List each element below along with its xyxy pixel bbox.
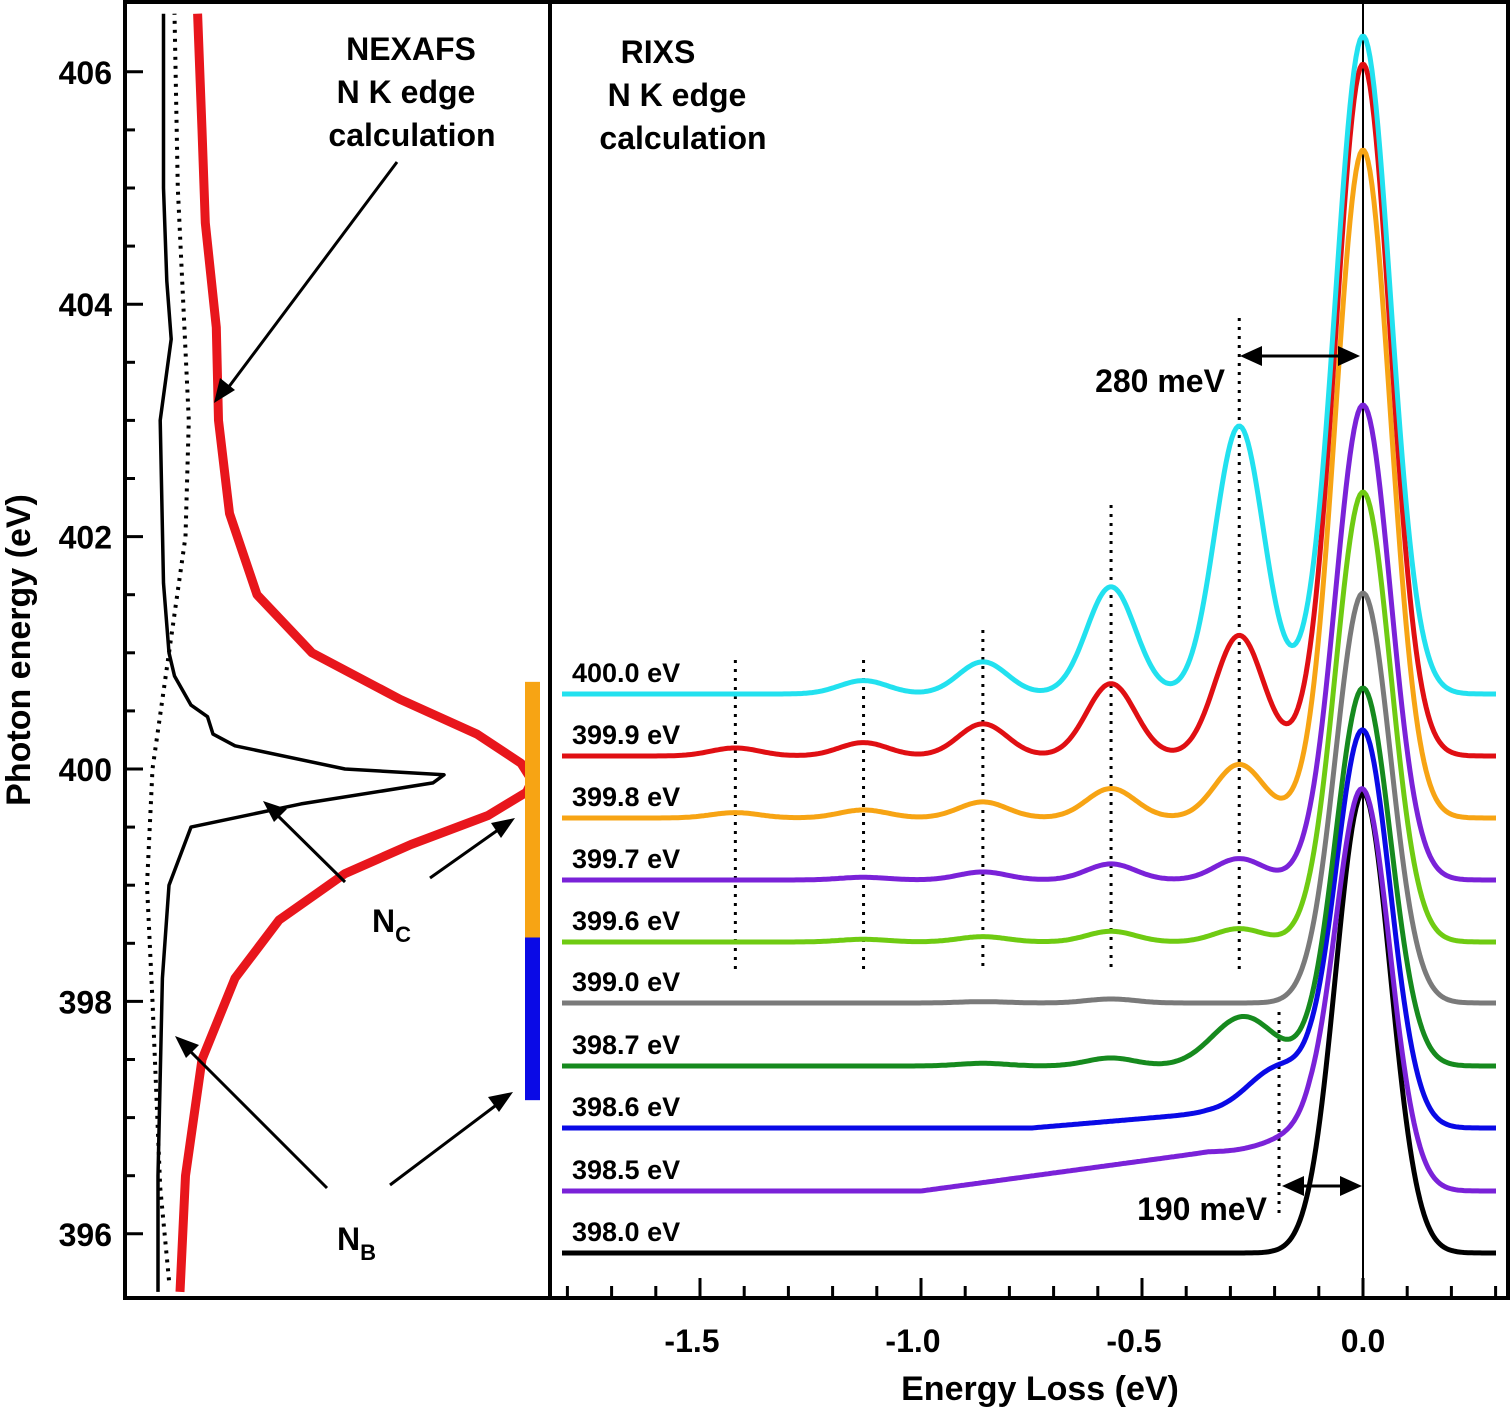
left-y-axis-label: Photon energy (eV) [0, 494, 38, 806]
rixs-trace-399-7-eV [561, 402, 1497, 883]
left-y-ticks: 396 398 400 402 404 406 [59, 55, 143, 1253]
left-y-tick-label: 400 [59, 752, 112, 788]
right-x-tick-label: -0.5 [1106, 1323, 1161, 1359]
rixs-trace-400-0-eV [561, 33, 1497, 697]
arrow-nexafs-to-red [220, 161, 399, 397]
rixs-series-group: 398.0 eV 398.5 eV 398.6 eV 398.7 eV 399.0 eV… [561, 33, 1497, 1256]
rixs-trace-label: 399.7 eV [572, 844, 680, 874]
arrowhead-nc-right [491, 818, 515, 838]
arrowhead-280mev-right [1338, 346, 1360, 366]
nexafs-title-line1: NEXAFS [346, 31, 476, 67]
rixs-trace-label: 398.0 eV [572, 1217, 680, 1247]
arrowhead-190mev-left [1282, 1176, 1304, 1196]
rixs-trace-label: 398.6 eV [572, 1092, 680, 1122]
rixs-trace-399-6-eV [561, 489, 1497, 945]
left-y-tick-label: 406 [59, 55, 112, 91]
rixs-trace-label: 399.0 eV [572, 967, 680, 997]
nc-energy-band [525, 681, 540, 950]
left-series-group [145, 13, 540, 1293]
rixs-trace-398-6-eV [561, 727, 1497, 1131]
nexafs-black-curve [156, 13, 446, 1292]
rixs-trace-label: 399.9 eV [572, 720, 680, 750]
rixs-trace-399-8-eV [561, 147, 1497, 821]
nb-energy-band [525, 937, 540, 1101]
arrowhead-nc-left [263, 801, 287, 822]
nexafs-red-curve [175, 13, 537, 1293]
rixs-panel: -1.5 -1.0 -0.5 0.0 398.0 eV 398.5 eV 398.6 eV… [548, 0, 1510, 1408]
left-y-tick-label: 398 [59, 984, 112, 1020]
left-y-tick-label: 404 [59, 287, 113, 323]
right-x-tick-label: -1.0 [885, 1323, 940, 1359]
nexafs-dotted-curve [145, 13, 191, 1281]
rixs-dotted-guides [733, 318, 1281, 1218]
arrow-nb-left [183, 1044, 329, 1190]
right-x-ticks: -1.5 -1.0 -0.5 0.0 [565, 1278, 1498, 1359]
arrowhead-nb-right [488, 1092, 513, 1112]
rixs-trace-399-9-eV [561, 62, 1497, 759]
arrow-nc-right [429, 823, 506, 880]
right-x-tick-label: -1.5 [664, 1323, 719, 1359]
rixs-trace-label: 400.0 eV [572, 658, 680, 688]
arrowhead-280mev-left [1240, 346, 1262, 366]
label-nb: NB [337, 1221, 376, 1265]
rixs-trace-label: 398.7 eV [572, 1030, 680, 1060]
right-x-axis-label: Energy Loss (eV) [901, 1370, 1179, 1408]
arrowhead-190mev-right [1340, 1176, 1362, 1196]
arrowhead-nexafs-to-red [214, 378, 235, 403]
rixs-trace-398-0-eV [561, 790, 1497, 1256]
rixs-title-line1: RIXS [621, 34, 696, 70]
right-plot-frame [548, 0, 1510, 1300]
rixs-trace-label: 399.6 eV [572, 906, 680, 936]
label-nc: NC [372, 903, 411, 947]
arrow-nc-left [270, 808, 347, 884]
arrowhead-nb-left [175, 1036, 199, 1058]
nexafs-title-line3: calculation [328, 117, 495, 153]
rixs-trace-398-7-eV [561, 685, 1497, 1069]
left-y-tick-label: 396 [59, 1217, 112, 1253]
arrow-nb-right [389, 1098, 504, 1187]
rixs-title-line3: calculation [599, 120, 766, 156]
nexafs-title-line2: N K edge [337, 74, 476, 110]
annotation-280mev: 280 meV [1095, 363, 1226, 399]
rixs-trace-label: 399.8 eV [572, 782, 680, 812]
rixs-title-line2: N K edge [608, 77, 747, 113]
left-y-tick-label: 402 [59, 520, 112, 556]
rixs-trace-label: 398.5 eV [572, 1155, 680, 1185]
left-plot-frame [123, 0, 552, 1300]
nexafs-panel: 396 398 400 402 404 406 Photon energy (eV) NE… [0, 0, 552, 1300]
annotation-190mev: 190 meV [1137, 1191, 1268, 1227]
rixs-trace-398-5-eV [561, 786, 1497, 1194]
rixs-trace-399-0-eV [561, 590, 1497, 1006]
right-x-tick-label: 0.0 [1341, 1323, 1385, 1359]
